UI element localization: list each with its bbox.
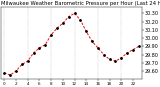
Text: Milwaukee Weather Barometric Pressure per Hour (Last 24 Hours): Milwaukee Weather Barometric Pressure pe…: [1, 1, 160, 6]
